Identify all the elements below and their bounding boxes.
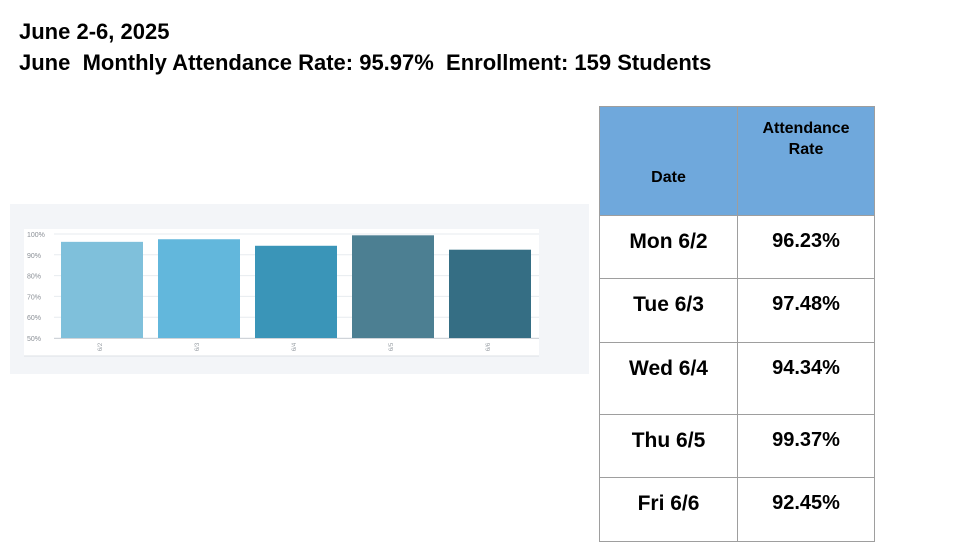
bar-chart: 100% 90% 80% 70% 60% 50% 6/2 6/3 6/4 6/5 6/6 [24,229,539,357]
chart-panel: 100% 90% 80% 70% 60% 50% 6/2 6/3 6/4 6/5 6/6 [10,204,589,374]
bar [158,239,240,338]
page-title: June 2-6, 2025 [19,19,170,44]
page-subtitle: June Monthly Attendance Rate: 95.97% Enr… [19,50,712,75]
x-tick-label: 6/6 [486,342,492,351]
table-row: Thu 6/5 99.37% [599,414,875,478]
table-cell-date: Fri 6/6 [599,477,738,542]
y-tick-label: 70% [27,294,41,301]
bar [449,249,531,338]
table-cell-rate: 92.45% [737,477,875,542]
table-cell-date: Wed 6/4 [599,342,738,415]
table-header-rate: Attendance Rate [737,106,875,216]
y-tick-label: 100% [27,232,45,239]
y-tick-label: 60% [27,315,41,322]
x-tick-label: 6/4 [292,342,298,351]
x-tick-label: 6/3 [195,342,201,351]
bar [61,241,143,338]
table-row: Mon 6/2 96.23% [599,215,875,279]
table-cell-rate: 99.37% [737,414,875,478]
attendance-table: Date Attendance Rate Mon 6/2 96.23% Tue … [599,106,875,542]
y-tick-label: 90% [27,253,41,260]
table-cell-rate: 94.34% [737,342,875,415]
table-cell-date: Tue 6/3 [599,278,738,343]
x-tick-label: 6/5 [389,342,395,351]
table-cell-date: Thu 6/5 [599,414,738,478]
table-row: Tue 6/3 97.48% [599,278,875,343]
x-tick-label: 6/2 [98,342,104,351]
y-tick-label: 50% [27,336,41,343]
table-row: Fri 6/6 92.45% [599,477,875,542]
table-cell-date: Mon 6/2 [599,215,738,279]
bar [352,235,434,338]
y-tick-label: 80% [27,274,41,281]
bar [255,245,337,338]
table-cell-rate: 97.48% [737,278,875,343]
table-row: Wed 6/4 94.34% [599,342,875,415]
table-header-row: Date Attendance Rate [599,106,875,216]
table-header-date: Date [599,106,738,216]
table-cell-rate: 96.23% [737,215,875,279]
